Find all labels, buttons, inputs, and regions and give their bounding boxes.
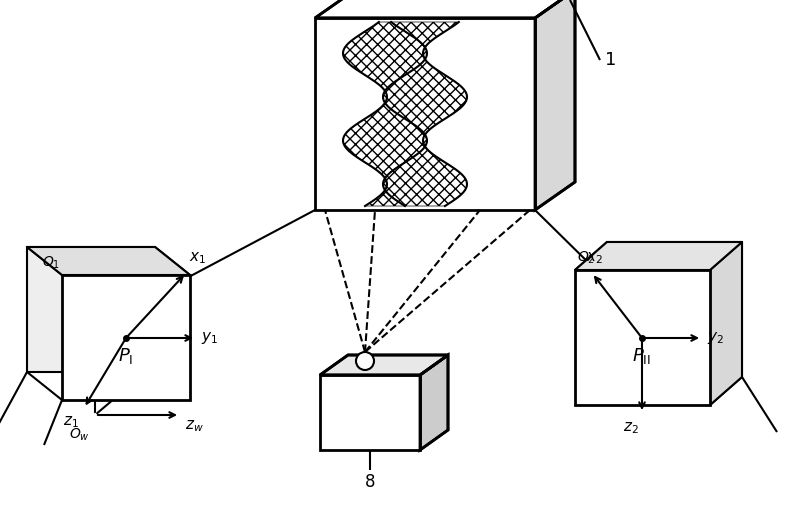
Polygon shape xyxy=(420,355,448,450)
Polygon shape xyxy=(27,247,190,275)
Text: $x_w$: $x_w$ xyxy=(165,339,185,355)
Polygon shape xyxy=(710,242,742,405)
Text: $O_2$: $O_2$ xyxy=(577,250,595,266)
Polygon shape xyxy=(343,22,427,206)
Polygon shape xyxy=(320,355,448,375)
Text: 8: 8 xyxy=(365,473,375,491)
Text: $x_2$: $x_2$ xyxy=(586,250,603,266)
Text: $P_\mathrm{I}$: $P_\mathrm{I}$ xyxy=(118,346,134,366)
Polygon shape xyxy=(320,375,420,450)
Text: $O_1$: $O_1$ xyxy=(42,254,60,271)
Polygon shape xyxy=(315,0,575,18)
Text: 1: 1 xyxy=(605,51,616,69)
Circle shape xyxy=(356,352,374,370)
Polygon shape xyxy=(27,247,155,372)
Text: $z_1$: $z_1$ xyxy=(63,414,79,430)
Text: $z_2$: $z_2$ xyxy=(623,420,639,436)
Text: $y_w$: $y_w$ xyxy=(71,331,91,347)
Polygon shape xyxy=(575,242,742,270)
Text: $O_w$: $O_w$ xyxy=(69,427,90,443)
Polygon shape xyxy=(62,275,190,400)
Polygon shape xyxy=(575,270,710,405)
Text: $z_w$: $z_w$ xyxy=(185,418,204,434)
Text: $x_1$: $x_1$ xyxy=(189,250,206,266)
Polygon shape xyxy=(607,242,742,377)
Text: $y_1$: $y_1$ xyxy=(201,330,218,346)
Polygon shape xyxy=(315,18,535,210)
Text: $y_2$: $y_2$ xyxy=(707,330,724,346)
Polygon shape xyxy=(383,22,467,206)
Text: $P_\mathrm{II}$: $P_\mathrm{II}$ xyxy=(633,346,651,366)
Polygon shape xyxy=(535,0,575,210)
